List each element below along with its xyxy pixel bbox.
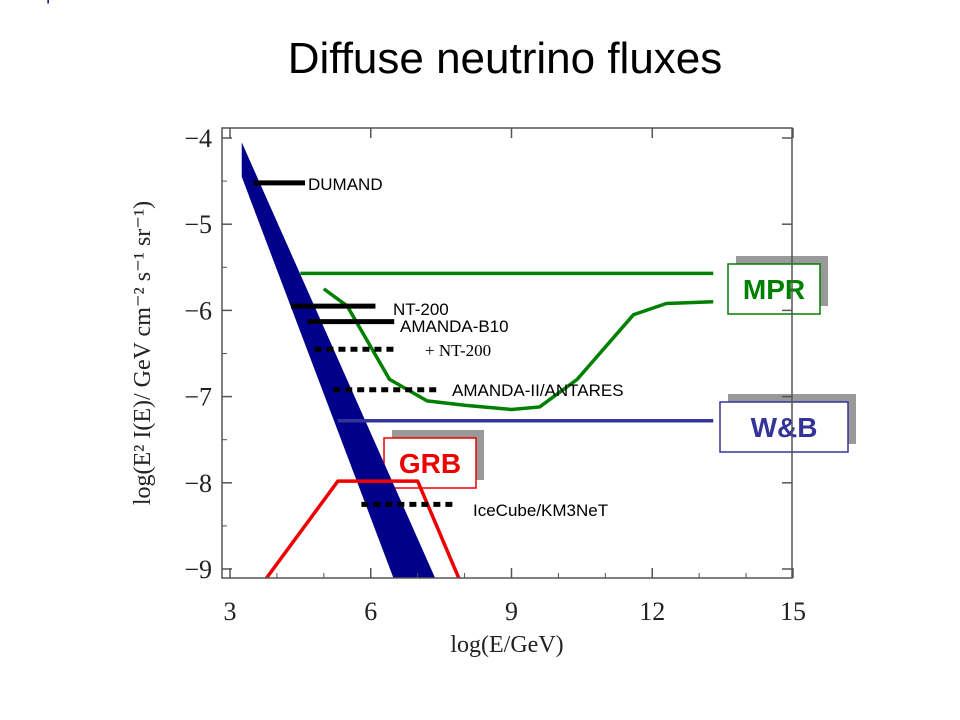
y-tick-label: −7 — [184, 383, 212, 412]
limit-label: AMANDA-B10 — [400, 317, 509, 336]
flux-curve-3 — [264, 479, 461, 578]
limit-label: NT-200 — [393, 300, 449, 319]
limit-label: IceCube/KM3NeT — [473, 501, 608, 520]
badge-label: GRB — [399, 448, 461, 479]
badge-grb: GRB — [383, 430, 484, 489]
y-tick-label: −5 — [184, 210, 212, 239]
y-tick-label: −4 — [184, 124, 212, 153]
limit-label: AMANDA-II/ANTARES — [452, 381, 624, 400]
x-tick-label: 6 — [364, 597, 377, 626]
x-tick-label: 12 — [639, 597, 665, 626]
x-tick-label: 9 — [505, 597, 518, 626]
atmospheric-neutrino-band — [241, 142, 436, 578]
slide-title: Diffuse neutrino fluxes — [287, 34, 723, 83]
y-tick-label: −9 — [184, 555, 212, 584]
y-tick-label: −8 — [184, 469, 212, 498]
axis-layer: 3 6 9 12 15 −4 −5 −6 −7 −8 −9 log(E/GeV) log(E² I(E)… — [130, 124, 806, 658]
y-axis-label: log(E² I(E)/ GeV cm⁻² s⁻¹ sr⁻¹) — [130, 201, 156, 505]
x-axis-label: log(E/GeV) — [450, 632, 563, 658]
y-tick-label: −6 — [184, 296, 212, 325]
badge-wb: W&B — [719, 394, 856, 453]
x-tick-label: 3 — [224, 597, 237, 626]
limit-label: DUMAND — [308, 175, 383, 194]
badge-label: W&B — [751, 412, 818, 443]
label-layer: atmospheric neutrinosDUMANDNT-200AMANDA-… — [0, 0, 624, 520]
atmospheric-band-label: atmospheric neutrinos — [0, 0, 167, 4]
badge-box — [727, 263, 821, 315]
x-tick-label: 15 — [780, 597, 806, 626]
badge-mpr: MPR — [727, 256, 828, 315]
flux-curve-1 — [322, 287, 714, 412]
badge-label: MPR — [743, 274, 805, 305]
limit-label: + NT-200 — [425, 341, 491, 360]
badge-box — [719, 401, 849, 453]
badges-layer: MPR W&B GRB — [383, 256, 856, 489]
plot-layer — [241, 142, 714, 578]
